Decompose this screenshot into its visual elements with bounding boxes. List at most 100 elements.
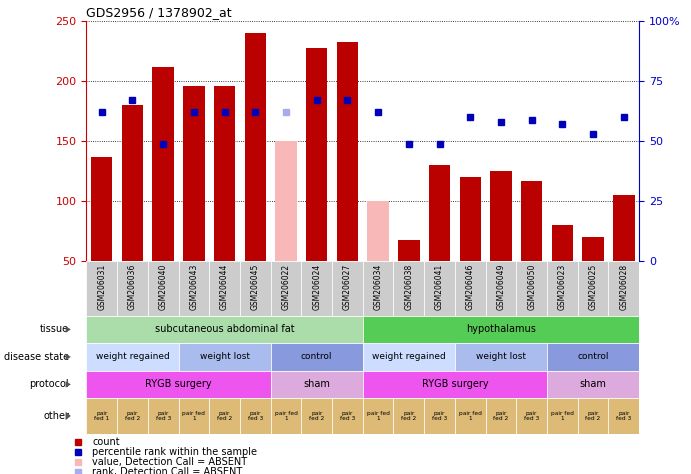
Bar <box>332 261 363 316</box>
Bar <box>337 42 358 261</box>
Bar <box>240 261 271 316</box>
Text: GDS2956 / 1378902_at: GDS2956 / 1378902_at <box>86 6 232 19</box>
Text: GSM206023: GSM206023 <box>558 264 567 310</box>
Text: pair
fed 3: pair fed 3 <box>247 410 263 421</box>
Bar <box>547 398 578 434</box>
Bar <box>547 343 639 371</box>
Bar <box>240 398 271 434</box>
Bar <box>214 86 236 261</box>
Bar <box>455 261 486 316</box>
Bar <box>490 171 512 261</box>
Text: pair
fed 3: pair fed 3 <box>616 410 632 421</box>
Text: weight regained: weight regained <box>372 353 446 361</box>
Polygon shape <box>66 411 70 420</box>
Bar <box>306 48 328 261</box>
Text: GSM206044: GSM206044 <box>220 264 229 310</box>
Text: pair
fed 3: pair fed 3 <box>155 410 171 421</box>
Bar <box>521 181 542 261</box>
Text: GSM206046: GSM206046 <box>466 264 475 310</box>
Bar <box>271 398 301 434</box>
Text: GSM206040: GSM206040 <box>159 264 168 310</box>
Text: disease state: disease state <box>4 352 69 362</box>
Text: RYGB surgery: RYGB surgery <box>145 379 212 390</box>
Text: pair fed
1: pair fed 1 <box>551 410 574 421</box>
Bar <box>86 261 117 316</box>
Bar <box>275 141 296 261</box>
Text: pair fed
1: pair fed 1 <box>459 410 482 421</box>
Text: pair fed
1: pair fed 1 <box>274 410 297 421</box>
Bar <box>363 261 393 316</box>
Bar <box>486 398 516 434</box>
Text: GSM206045: GSM206045 <box>251 264 260 310</box>
Bar <box>153 67 174 261</box>
Polygon shape <box>66 354 70 360</box>
Text: hypothalamus: hypothalamus <box>466 324 536 335</box>
Text: percentile rank within the sample: percentile rank within the sample <box>93 447 257 457</box>
Text: weight regained: weight regained <box>95 353 169 361</box>
Text: rank, Detection Call = ABSENT: rank, Detection Call = ABSENT <box>93 467 243 474</box>
Text: GSM206031: GSM206031 <box>97 264 106 310</box>
Text: GSM206050: GSM206050 <box>527 264 536 310</box>
Bar <box>547 371 639 398</box>
Bar <box>363 371 547 398</box>
Bar <box>183 86 205 261</box>
Bar <box>271 371 363 398</box>
Bar <box>301 261 332 316</box>
Text: pair
fed 3: pair fed 3 <box>524 410 539 421</box>
Text: pair fed
1: pair fed 1 <box>367 410 390 421</box>
Bar <box>424 398 455 434</box>
Text: count: count <box>93 437 120 447</box>
Bar <box>516 398 547 434</box>
Polygon shape <box>66 381 70 388</box>
Text: pair
fed 2: pair fed 2 <box>401 410 417 421</box>
Bar <box>86 343 178 371</box>
Bar <box>393 261 424 316</box>
Bar <box>117 261 148 316</box>
Text: value, Detection Call = ABSENT: value, Detection Call = ABSENT <box>93 457 247 467</box>
Bar <box>86 371 271 398</box>
Text: pair
fed 2: pair fed 2 <box>309 410 324 421</box>
Text: other: other <box>43 411 69 421</box>
Bar <box>455 343 547 371</box>
Bar <box>486 261 516 316</box>
Text: pair
fed 2: pair fed 2 <box>125 410 140 421</box>
Bar <box>209 261 240 316</box>
Text: control: control <box>578 353 609 361</box>
Bar <box>209 398 240 434</box>
Bar <box>578 261 609 316</box>
Bar <box>117 398 148 434</box>
Bar <box>460 177 481 261</box>
Bar <box>609 261 639 316</box>
Bar <box>332 398 363 434</box>
Text: protocol: protocol <box>30 379 69 390</box>
Text: tissue: tissue <box>40 324 69 335</box>
Bar <box>245 33 266 261</box>
Bar <box>363 316 639 343</box>
Bar <box>178 343 271 371</box>
Text: GSM206028: GSM206028 <box>619 264 628 310</box>
Bar <box>178 398 209 434</box>
Text: pair
fed 1: pair fed 1 <box>94 410 109 421</box>
Text: subcutaneous abdominal fat: subcutaneous abdominal fat <box>155 324 294 335</box>
Text: pair fed
1: pair fed 1 <box>182 410 205 421</box>
Bar <box>178 261 209 316</box>
Text: pair
fed 2: pair fed 2 <box>493 410 509 421</box>
Bar <box>583 237 604 261</box>
Bar <box>368 201 389 261</box>
Text: GSM206038: GSM206038 <box>404 264 413 310</box>
Bar <box>609 398 639 434</box>
Text: GSM206043: GSM206043 <box>189 264 198 310</box>
Text: pair
fed 2: pair fed 2 <box>217 410 232 421</box>
Bar <box>148 261 178 316</box>
Bar <box>301 398 332 434</box>
Text: pair
fed 2: pair fed 2 <box>585 410 600 421</box>
Bar <box>455 398 486 434</box>
Text: GSM206024: GSM206024 <box>312 264 321 310</box>
Bar <box>393 398 424 434</box>
Bar <box>429 165 451 261</box>
Bar <box>86 398 117 434</box>
Text: weight lost: weight lost <box>200 353 249 361</box>
Polygon shape <box>66 326 70 333</box>
Text: sham: sham <box>303 379 330 390</box>
Bar <box>578 398 609 434</box>
